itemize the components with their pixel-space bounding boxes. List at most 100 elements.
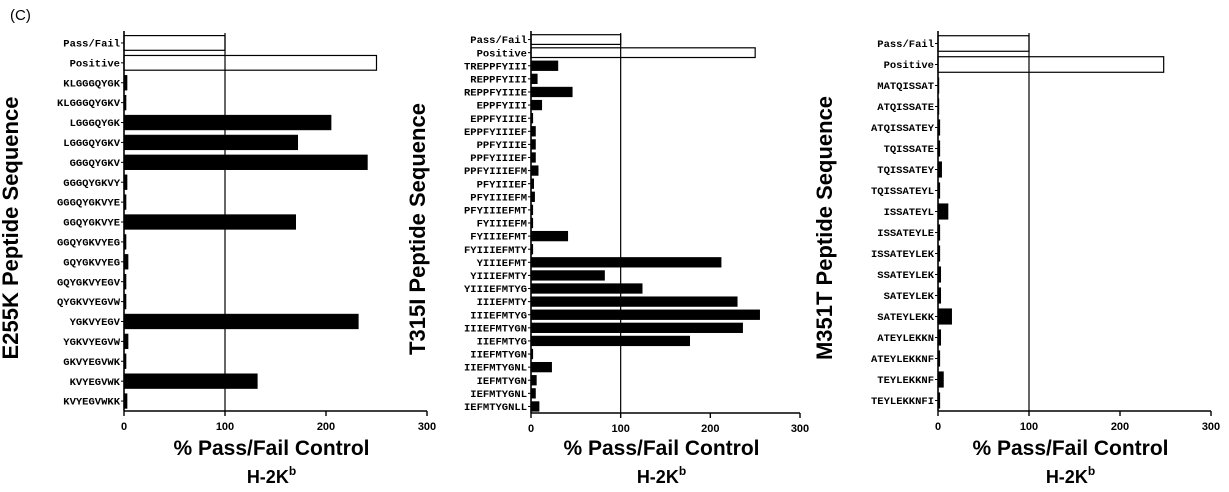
x-tick-label: 200 [317,421,335,433]
bar-positive [937,56,1165,73]
category-label: YIIIEFMTY [470,271,527,283]
bar-treppfyiii [530,60,559,71]
category-label: SSATEYLEK [877,270,934,282]
x-tick-label: 200 [701,423,719,435]
category-label: Positive [477,48,527,60]
category-label: Pass/Fail [470,35,527,47]
category-label: TEYLEKKNF [877,375,934,387]
x-axis-title: % Pass/Fail Control [972,437,1168,460]
category-label: TEYLEKKNFI [871,396,934,408]
category-label: LGGGQYGKV [63,138,120,150]
bar-iefmtygnll [530,401,540,412]
x-tick-label: 100 [611,423,629,435]
bar-ggqygkvye [123,214,296,230]
bar-yiiiefmt [530,257,722,268]
category-label: GKVYEGVWK [63,357,120,369]
category-label: QYGKVYEGVW [57,297,121,309]
x-axis-title: % Pass/Fail Control [173,437,369,460]
x-axis-title: % Pass/Fail Control [563,437,759,460]
category-label: IIEFMTYGN [470,350,527,362]
category-label: IIEFMTYG [477,337,527,349]
category-label: Pass/Fail [63,39,120,51]
category-label: ATQISSATE [877,102,934,114]
bar-pass-fail [937,35,1030,52]
bar-pass-fail [123,34,226,51]
bar-ppfyiiiefm [530,165,539,176]
category-label: ISSATEYLEK [871,249,935,261]
bar-yiiiefmtyg [530,283,643,294]
category-label: EPPFYIIIEF [464,127,527,139]
bar-pass-fail [530,34,622,46]
category-label: IIIEFMTYGN [464,323,527,335]
category-label: KLGGGQYGKV [57,98,121,110]
category-label: ATQISSATEY [871,123,935,135]
y-axis-title: E255K Peptide Sequence [0,97,23,360]
bar-positive [530,47,756,59]
bar-ygkvyegv [123,313,359,330]
category-label: GQYGKVYEG [63,257,120,269]
bar-iiiefmtyg [530,309,760,320]
category-label: PFYIIIEF [477,179,527,191]
category-label: Positive [70,58,120,70]
category-label: IEFMTYGNLL [464,402,527,414]
category-label: IEFMTYGN [477,376,527,388]
bar-lgggqygk [123,114,332,131]
category-label: PFYIIIEFMT [464,206,527,218]
bar-gggqygkv [123,154,368,170]
bar-sateylekk [937,308,952,325]
category-label: PFYIIIEFM [470,192,527,204]
x-tick-label: 0 [935,421,941,433]
bar-fyiiiefmt [530,230,569,242]
bar-yiiiefmty [530,270,605,281]
category-label: REPPFYIII [470,74,527,86]
category-label: ISSATEYL [884,207,934,219]
category-label: LGGGQYGK [70,118,121,130]
category-label: IIIEFMTYG [470,310,527,322]
category-label: PPFYIIIEFM [464,166,527,178]
category-label: PPFYIIIE [477,140,527,152]
subtitle: H-2Kb [637,464,686,487]
category-label: IIIEFMTY [477,297,528,309]
x-tick-label: 0 [121,421,127,433]
category-label: YGKVYEGV [70,317,121,329]
category-label: TQISSATEY [877,165,934,177]
bar-lgggqygkv [123,134,299,151]
category-label: YIIIEFMT [477,258,527,270]
panel-label: (C) [10,7,31,24]
bar-iiiefmty [530,296,738,307]
category-label: ISSATEYLE [877,228,934,240]
y-axis-title: M351T Peptide Sequence [812,96,837,360]
category-label: ATEYLEKKNF [871,354,934,366]
category-label: KVYEGVWKK [63,397,120,409]
x-tick-label: 300 [418,421,436,433]
category-label: GGGQYGKVY [63,178,120,190]
bar-iiefmtyg [530,335,691,347]
category-label: IIEFMTYGNL [464,363,527,375]
x-tick-label: 200 [1111,421,1129,433]
bar-positive [123,54,378,71]
bar-issateyl [937,203,949,220]
category-label: TQISSATE [884,144,934,156]
category-label: MATQISSAT [877,81,934,93]
category-label: GGQYGKVYEG [57,237,120,249]
category-label: SATEYLEKK [877,312,934,324]
category-label: GGQYGKVYE [63,218,120,230]
category-label: TQISSATEYL [871,186,934,198]
category-label: KLGGGQYGK [63,78,120,90]
category-label: ATEYLEKKN [877,333,934,345]
category-label: Positive [884,60,934,72]
category-label: GGGQYGKVYE [57,198,120,210]
category-label: GQYGKVYEGV [57,277,121,289]
category-label: YIIIEFMTYG [464,284,527,296]
chart-m351t: Pass/Fail Positive MATQISSAT ATQISSATE ATQIS… [812,31,1220,487]
category-label: EPPFYIIIE [470,114,527,126]
bar-reppfyiiie [530,86,573,98]
bar-iefmtygn [530,375,537,386]
category-label: EPPFYIII [477,101,527,113]
category-label: FYIIIEFM [477,219,527,231]
category-label: SATEYLEK [884,291,935,303]
x-tick-label: 100 [1020,421,1038,433]
bar-reppfyiii [530,73,538,85]
